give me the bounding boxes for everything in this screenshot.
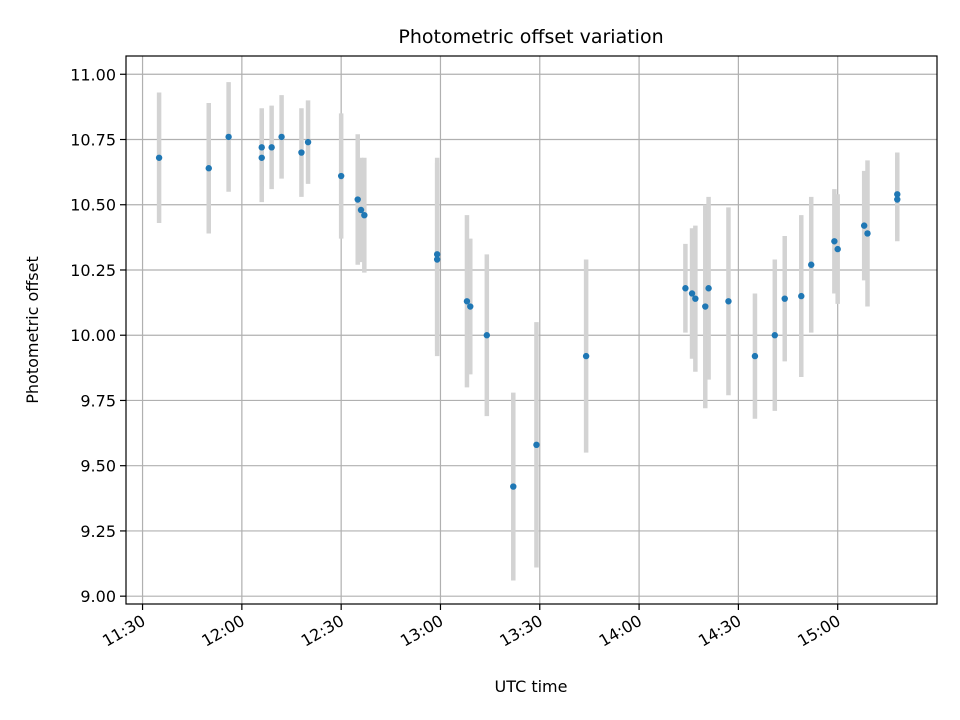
y-tick-label: 10.25: [70, 261, 116, 280]
data-point: [808, 261, 815, 268]
data-point: [483, 332, 491, 339]
data-point: [361, 211, 368, 219]
data-point: [298, 149, 305, 156]
data-point: [894, 196, 901, 203]
data-point: [705, 285, 712, 292]
data-point: [798, 292, 805, 300]
data-point: [894, 191, 901, 198]
data-point: [337, 172, 345, 180]
y-tick-label: 9.50: [80, 457, 116, 476]
data-point: [781, 295, 788, 302]
data-point: [304, 138, 312, 146]
data-point: [225, 133, 232, 141]
data-point: [751, 352, 759, 360]
x-axis-label: UTC time: [495, 677, 568, 696]
data-point: [433, 251, 441, 258]
data-point: [533, 441, 540, 449]
data-point: [467, 303, 474, 310]
data-point: [258, 154, 265, 161]
data-point: [860, 222, 868, 229]
data-point: [771, 332, 778, 339]
y-tick-label: 9.75: [80, 391, 116, 410]
data-point: [354, 196, 361, 203]
y-tick-label: 10.00: [70, 326, 116, 345]
y-tick-label: 10.75: [70, 131, 116, 150]
data-point: [688, 290, 696, 297]
data-point: [278, 133, 285, 141]
y-tick-label: 10.50: [70, 196, 116, 215]
data-point: [510, 483, 517, 490]
data-point: [268, 144, 275, 151]
data-point: [463, 298, 471, 305]
data-point: [864, 230, 871, 237]
data-point: [205, 165, 212, 172]
data-point: [692, 295, 699, 302]
plot-frame: [125, 55, 938, 605]
data-point: [258, 144, 265, 151]
y-tick-label: 9.25: [80, 522, 116, 541]
y-tick-label: 11.00: [70, 65, 116, 84]
data-point: [725, 298, 732, 305]
data-point: [357, 206, 365, 214]
y-axis-label: Photometric offset: [23, 256, 42, 404]
data-point: [155, 154, 163, 161]
data-point: [682, 285, 689, 292]
y-tick-label: 9.00: [80, 587, 116, 606]
data-point: [831, 238, 838, 245]
point-layer: [155, 133, 901, 490]
data-point: [582, 352, 590, 360]
data-point: [702, 303, 709, 310]
data-point: [433, 256, 441, 263]
data-point: [834, 245, 841, 253]
chart-title: Photometric offset variation: [398, 26, 663, 48]
